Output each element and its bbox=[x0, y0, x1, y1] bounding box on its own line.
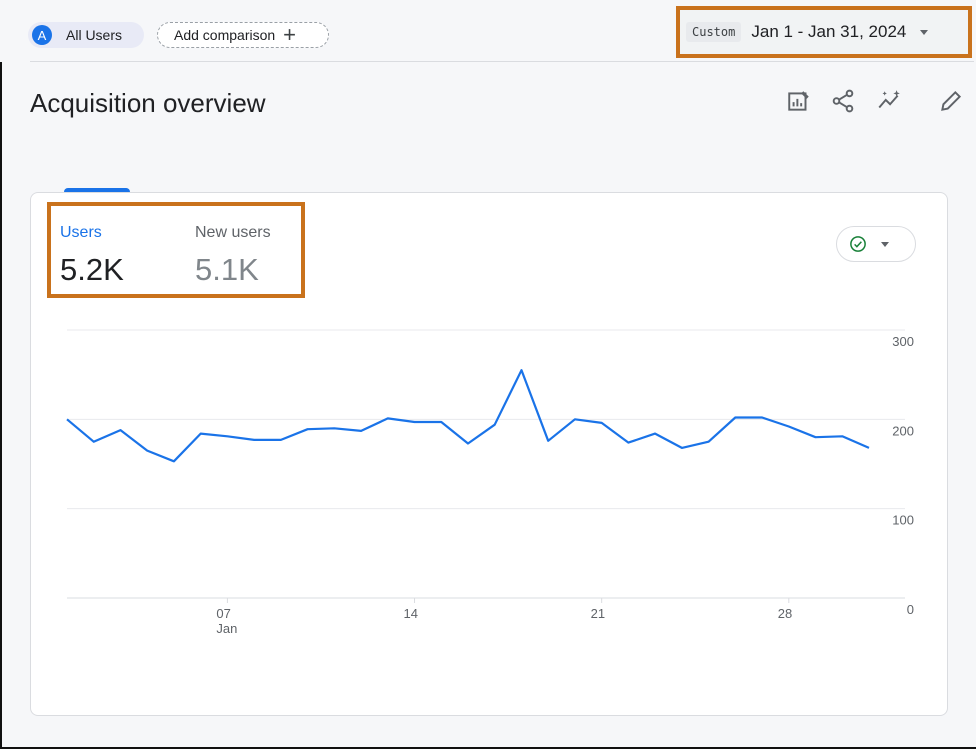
x-tick-label: 28 bbox=[778, 606, 792, 621]
top-bar: A All Users Add comparison + Custom Jan … bbox=[0, 0, 976, 62]
x-tick-label: 14 bbox=[404, 606, 418, 621]
segment-label: All Users bbox=[66, 27, 123, 43]
users-series-line bbox=[66, 369, 870, 463]
metric-users-value[interactable]: 5.2K bbox=[60, 252, 124, 287]
x-tick-label: 07 bbox=[216, 606, 230, 621]
segment-avatar: A bbox=[32, 25, 52, 45]
custom-tag: Custom bbox=[686, 22, 742, 42]
insights-icon[interactable] bbox=[876, 88, 902, 114]
edit-icon[interactable] bbox=[938, 88, 964, 114]
add-comparison-label: Add comparison bbox=[174, 27, 276, 43]
top-divider bbox=[30, 61, 974, 62]
x-tick-label: 21 bbox=[591, 606, 605, 621]
plus-icon: + bbox=[283, 22, 297, 47]
y-tick-label: 100 bbox=[892, 513, 914, 528]
segment-chip-all-users[interactable]: A All Users bbox=[28, 22, 144, 48]
date-range-picker[interactable]: Custom Jan 1 - Jan 31, 2024 bbox=[676, 6, 972, 58]
compare-dropdown-button[interactable] bbox=[836, 226, 916, 262]
metrics-highlight bbox=[47, 202, 305, 298]
metric-new-users-label[interactable]: New users bbox=[195, 224, 271, 241]
overview-card bbox=[30, 192, 948, 716]
share-icon[interactable] bbox=[830, 88, 856, 114]
metric-users-label[interactable]: Users bbox=[60, 224, 102, 241]
y-tick-label: 300 bbox=[892, 334, 914, 349]
metric-new-users-value[interactable]: 5.1K bbox=[195, 252, 259, 287]
date-range-label: Jan 1 - Jan 31, 2024 bbox=[751, 22, 907, 41]
y-tick-label: 200 bbox=[892, 423, 914, 438]
page-title: Acquisition overview bbox=[30, 88, 266, 118]
y-tick-label: 0 bbox=[907, 602, 914, 617]
customize-report-icon[interactable] bbox=[786, 88, 812, 114]
caret-down-icon bbox=[920, 29, 929, 35]
add-comparison-button[interactable]: Add comparison + bbox=[157, 22, 329, 48]
chevron-down-icon bbox=[881, 241, 889, 247]
check-circle-icon bbox=[850, 236, 866, 252]
x-tick-sublabel: Jan bbox=[216, 621, 237, 636]
